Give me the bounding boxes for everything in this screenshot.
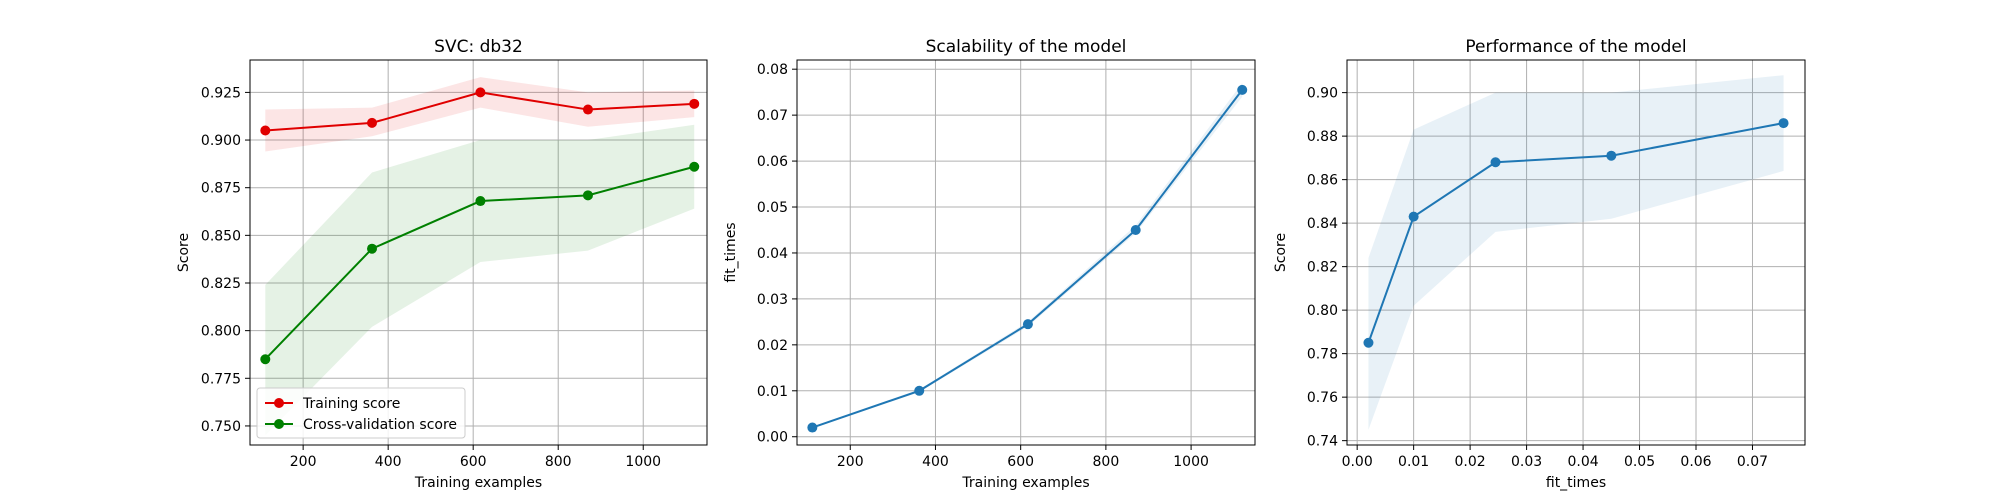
chart-panel-3: 0.00 0.01 0.02 0.03 0.04 0.05 0.06 0.07 0.74 0.76… [1273,37,1806,491]
chart-title: Performance of the model [1465,37,1686,57]
y-axis-label: Score [1273,233,1289,272]
y-tick-label: 0.01 [757,384,788,400]
y-tick-label: 0.00 [757,430,788,446]
data-point [260,125,271,136]
y-tick-label: 0.88 [1307,129,1338,145]
y-tick-label: 0.80 [1307,303,1338,319]
y-tick-label: 0.82 [1307,260,1338,276]
data-point [1778,118,1789,129]
x-tick-label: 600 [1007,454,1034,470]
data-point [1606,150,1617,161]
data-point [582,190,593,201]
x-tick-label: 0.05 [1624,454,1655,470]
legend-label: Training score [302,396,400,412]
legend-marker [274,419,284,429]
y-tick-label: 0.05 [757,200,788,216]
y-tick-label: 0.76 [1307,390,1338,406]
y-tick-label: 0.800 [201,324,241,340]
y-tick-label: 0.78 [1307,347,1338,363]
data-point [1022,319,1033,330]
series-band-1 [812,82,1243,429]
x-axis-label: Training examples [961,475,1089,491]
x-tick-label: 800 [545,454,572,470]
series-band-1 [265,77,695,152]
y-tick-label: 0.07 [757,108,788,124]
data-point [475,196,486,207]
plot-frame [249,59,708,446]
y-tick-label: 0.850 [201,228,241,244]
data-point [1237,84,1248,95]
x-tick-label: 800 [1093,454,1120,470]
data-point [475,87,486,98]
legend-label: Cross-validation score [303,417,457,433]
series-line-1 [812,89,1244,429]
x-axis-label: Training examples [414,475,542,491]
y-tick-label: 0.900 [201,133,241,149]
legend: Training score Cross-validation score [256,387,466,439]
data-point [582,104,593,115]
y-tick-label: 0.04 [757,246,788,262]
x-tick-label: 1000 [625,454,661,470]
data-point [260,354,271,365]
y-tick-label: 0.02 [757,338,788,354]
x-tick-label: 400 [375,454,402,470]
data-point [1408,211,1419,222]
chart-panel-2: 200 400 600 800 1000 0.00 0.01 0.02 0.03 0.04 0.05… [723,37,1256,491]
x-tick-label: 0.01 [1398,454,1429,470]
data-point [914,385,925,396]
legend-marker [274,398,284,408]
data-point [1130,224,1141,235]
y-tick-label: 0.825 [201,276,241,292]
x-tick-label: 600 [460,454,487,470]
x-tick-label: 0.00 [1342,454,1373,470]
y-tick-label: 0.925 [201,85,241,101]
x-tick-label: 0.04 [1567,454,1598,470]
legend-box [256,387,466,439]
y-tick-label: 0.08 [757,62,788,78]
x-tick-label: 0.03 [1511,454,1542,470]
x-axis-label: fit_times [1546,475,1606,491]
chart-panel-1: 200 400 600 800 1000 0.750 0.775 0.800 0.825 0.85… [176,37,708,491]
y-tick-label: 0.03 [757,292,788,308]
x-tick-label: 0.06 [1680,454,1711,470]
x-tick-label: 0.02 [1455,454,1486,470]
x-tick-label: 400 [922,454,949,470]
x-tick-label: 200 [837,454,864,470]
series-band-1 [1368,75,1784,430]
data-point [807,422,818,433]
data-point [367,117,378,128]
x-tick-label: 200 [290,454,317,470]
chart-title: SVC: db32 [434,37,523,57]
y-tick-label: 0.775 [201,371,241,387]
data-point [1363,337,1374,348]
y-tick-label: 0.74 [1307,434,1338,450]
data-point [1490,157,1501,168]
x-tick-label: 0.07 [1737,454,1768,470]
y-tick-label: 0.84 [1307,216,1338,232]
y-tick-label: 0.06 [757,154,788,170]
y-tick-label: 0.750 [201,419,241,435]
y-tick-label: 0.875 [201,181,241,197]
y-tick-label: 0.90 [1307,86,1338,102]
data-point [689,98,700,109]
chart-title: Scalability of the model [926,37,1127,57]
plot-frame [1346,59,1806,446]
y-axis-label: fit_times [723,222,739,282]
y-axis-label: Score [176,233,192,272]
data-point [689,161,700,172]
series-band-2 [265,124,695,436]
data-point [367,243,378,254]
x-tick-label: 1000 [1173,454,1209,470]
y-tick-label: 0.86 [1307,173,1338,189]
